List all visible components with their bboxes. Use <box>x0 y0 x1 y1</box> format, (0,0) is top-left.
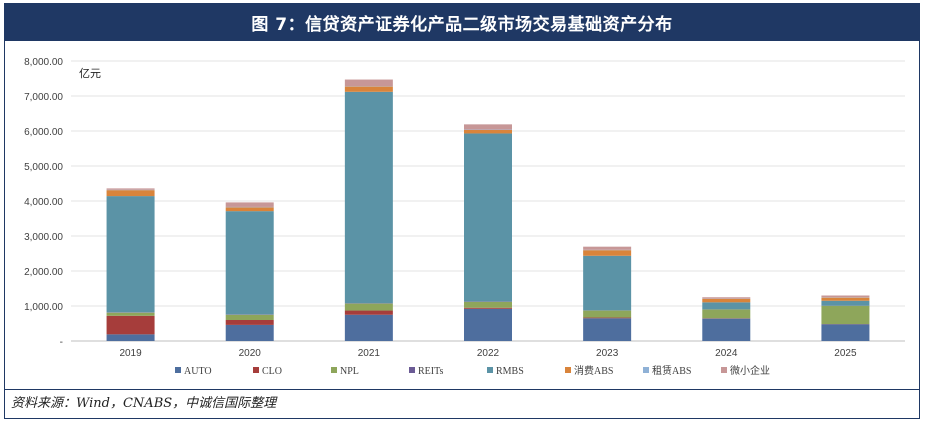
bar-segment <box>106 315 155 335</box>
bar-segment <box>821 324 870 341</box>
bar-segment <box>225 202 274 207</box>
bar-segment <box>106 334 155 341</box>
bar-segment <box>344 86 393 92</box>
bar-segment <box>344 310 393 315</box>
source-note: 资料来源：Wind，CNABS，中诚信国际整理 <box>5 389 919 418</box>
x-tick-label: 2024 <box>715 348 738 359</box>
bar-segment <box>464 307 512 309</box>
legend-label: AUTO <box>184 366 212 377</box>
bar-segment <box>464 124 512 130</box>
bar-segment <box>225 320 274 325</box>
x-tick-label: 2022 <box>477 348 500 359</box>
bar-segment <box>583 250 632 256</box>
x-tick-label: 2019 <box>119 348 142 359</box>
y-tick-label: 8,000.00 <box>24 57 63 68</box>
legend-swatch <box>253 367 259 373</box>
legend-label: 租赁ABS <box>652 364 691 377</box>
legend-swatch <box>643 367 649 373</box>
bar-segment <box>583 318 632 341</box>
legend-label: REITs <box>418 366 444 377</box>
y-unit-label: 亿元 <box>79 67 101 80</box>
x-tick-label: 2020 <box>239 348 262 359</box>
legend-label: 微小企业 <box>730 364 770 377</box>
y-tick-label: 7,000.00 <box>24 92 63 103</box>
bar-segment <box>583 317 632 319</box>
y-tick-label: 5,000.00 <box>24 162 63 173</box>
y-tick-label: 4,000.00 <box>24 197 63 208</box>
bar-segment <box>106 312 155 316</box>
x-tick-label: 2021 <box>358 348 381 359</box>
y-tick-label: 2,000.00 <box>24 267 63 278</box>
bar-segment <box>702 309 751 319</box>
stacked-bar-chart: - 1,000.00 2,000.00 3,000.00 4,000.00 5,000.0… <box>24 57 905 377</box>
bar-segment <box>821 297 870 301</box>
figure-frame: 图 7：信贷资产证券化产品二级市场交易基础资产分布 - 1,000.00 2,000… <box>4 3 920 419</box>
chart-area: - 1,000.00 2,000.00 3,000.00 4,000.00 5,000.0… <box>5 41 919 389</box>
y-tick-label: 3,000.00 <box>24 232 63 243</box>
bar-segment <box>464 301 512 308</box>
bar-segment <box>225 314 274 320</box>
legend-label: CLO <box>262 366 282 377</box>
bar-segment <box>106 196 155 313</box>
bar-segment <box>821 295 870 298</box>
bar-segment <box>225 207 274 212</box>
legend-swatch <box>331 367 337 373</box>
bar-segment <box>106 190 155 197</box>
y-tick-label: - <box>60 337 63 348</box>
y-tick-label: 6,000.00 <box>24 127 63 138</box>
bar-segment <box>344 91 393 304</box>
bar-segment <box>702 298 751 303</box>
legend-swatch <box>175 367 181 373</box>
bar-segment <box>464 308 512 341</box>
bar-segment <box>225 324 274 341</box>
bar-segment <box>344 303 393 311</box>
bar-segment <box>821 305 870 325</box>
x-tick-label: 2025 <box>834 348 857 359</box>
bar-segment <box>464 129 512 134</box>
bar-segment <box>583 255 632 311</box>
legend-label: 消费ABS <box>574 364 613 377</box>
bar-segment <box>821 300 870 306</box>
legend-label: NPL <box>340 366 359 377</box>
bar-segment <box>344 314 393 341</box>
bar-segment <box>583 310 632 318</box>
bar-segment <box>702 297 751 299</box>
legend-swatch <box>565 367 571 373</box>
bar-segment <box>583 246 632 250</box>
bar-segment <box>225 211 274 315</box>
bar-segment <box>106 188 155 190</box>
legend-swatch <box>721 367 727 373</box>
legend-label: RMBS <box>496 366 524 377</box>
legend-swatch <box>409 367 415 373</box>
legend-swatch <box>487 367 493 373</box>
bar-segment <box>464 133 512 302</box>
bar-segment <box>702 302 751 310</box>
x-tick-label: 2023 <box>596 348 619 359</box>
figure-title: 图 7：信贷资产证券化产品二级市场交易基础资产分布 <box>5 4 919 41</box>
bar-segment <box>344 79 393 87</box>
y-tick-label: 1,000.00 <box>24 302 63 313</box>
bar-segment <box>702 318 751 341</box>
